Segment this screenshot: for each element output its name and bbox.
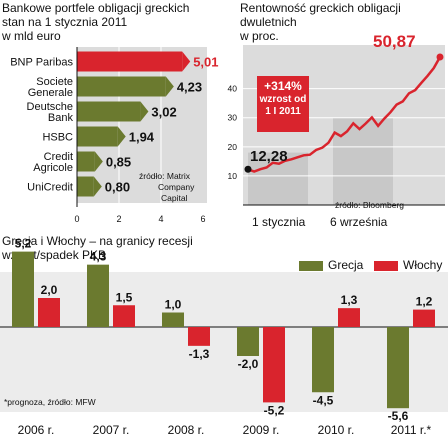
- legend-swatch-grecja: [299, 261, 323, 271]
- bank-category-label: Deutsche: [27, 101, 73, 113]
- bank-value-label: 0,80: [105, 180, 130, 195]
- legend-swatch-wlochy: [374, 261, 398, 271]
- bank-bar: [77, 101, 141, 122]
- gdp-bar-wlochy: [38, 298, 60, 327]
- gdp-bar-grecja: [87, 264, 109, 327]
- gdp-bar-wlochy: [263, 327, 285, 403]
- gdp-category-label: 2006 r.: [18, 423, 55, 437]
- bank-bar-arrow: [93, 176, 102, 197]
- gdp-category-label: 2008 r.: [168, 423, 205, 437]
- panel1-source-line2: Company: [158, 182, 195, 192]
- yield-y-tick-label: 10: [228, 171, 238, 181]
- gdp-value-label: -5,2: [264, 403, 285, 417]
- panel2-title-line3: w proc.: [240, 29, 279, 43]
- panel1-source-line3: Capital: [161, 193, 188, 203]
- panel1-title-line1: Bankowe portfele obligacji greckich: [2, 1, 190, 15]
- bank-bar: [77, 151, 95, 172]
- gdp-bar-wlochy: [113, 305, 135, 327]
- forecast-note: *prognoza, źródło: MFW: [4, 397, 96, 407]
- bank-value-label: 3,02: [151, 105, 176, 120]
- bank-bar-arrow: [117, 126, 126, 147]
- panel1-title-line3: w mld euro: [2, 29, 61, 43]
- gdp-bar-wlochy: [413, 309, 435, 327]
- gdp-value-label: 1,5: [116, 290, 133, 304]
- bank-value-label: 5,01: [193, 55, 218, 70]
- bank-category-label: HSBC: [42, 132, 73, 144]
- gdp-category-label: 2009 r.: [243, 423, 280, 437]
- bank-x-tick-label: 6: [200, 214, 205, 224]
- bank-category-label: UniCredit: [27, 182, 73, 194]
- bank-bar: [77, 76, 166, 97]
- bank-category-label: Generale: [28, 87, 73, 99]
- bank-category-label: Agricole: [33, 162, 73, 174]
- gdp-bar-wlochy: [188, 327, 210, 346]
- gdp-value-label: 4,3: [90, 250, 107, 264]
- x-label-start: 1 stycznia: [252, 215, 306, 229]
- panel2-title-line1: Rentowność greckich obligacji: [240, 1, 401, 15]
- bank-category-label: BNP Paribas: [10, 57, 73, 69]
- gdp-category-label: 2010 r.: [318, 423, 355, 437]
- gdp-category-label: 2011 r.*: [391, 423, 432, 437]
- bank-x-tick-label: 0: [74, 214, 79, 224]
- panel1-title-line2: stan na 1 stycznia 2011: [2, 15, 128, 29]
- gdp-bar-grecja: [12, 251, 34, 327]
- bank-value-label: 4,23: [177, 80, 202, 95]
- bank-x-tick-label: 2: [116, 214, 121, 224]
- bank-category-label: Societe: [36, 76, 73, 88]
- panel3-title-line1: Grecja i Włochy – na granicy recesji: [2, 234, 193, 248]
- gdp-value-label: 1,3: [341, 293, 358, 307]
- start-value-label: 12,28: [250, 148, 288, 165]
- gdp-value-label: -1,3: [189, 347, 210, 361]
- bank-category-label: Bank: [48, 112, 74, 124]
- bank-x-tick-label: 4: [158, 214, 163, 224]
- gdp-bar-grecja: [387, 327, 409, 409]
- yield-y-tick-label: 20: [228, 142, 238, 152]
- gdp-value-label: 1,2: [416, 295, 433, 309]
- end-value-label: 50,87: [373, 32, 416, 51]
- panel2-title-line2: dwuletnich: [240, 15, 297, 29]
- gdp-bar-wlochy: [338, 308, 360, 327]
- gdp-value-label: 1,0: [165, 298, 182, 312]
- annotation-line1: +314%: [264, 79, 302, 93]
- gdp-bar-grecja: [237, 327, 259, 356]
- bank-bar: [77, 126, 118, 147]
- bank-bar: [77, 51, 183, 72]
- gdp-value-label: -2,0: [238, 357, 259, 371]
- bank-plot-background: [77, 47, 207, 203]
- bank-bar-arrow: [182, 51, 191, 72]
- annotation-line2: wzrost od: [259, 94, 307, 105]
- bank-value-label: 0,85: [106, 155, 131, 170]
- growth-annotation-badge: +314% wzrost od 1 I 2011: [257, 76, 309, 132]
- annotation-line3: 1 I 2011: [265, 106, 301, 117]
- yield-decor-column: [248, 152, 308, 205]
- yield-end-point: [436, 53, 444, 61]
- gdp-category-label: 2007 r.: [93, 423, 130, 437]
- gdp-value-label: -5,6: [388, 409, 409, 423]
- gdp-bar-grecja: [312, 327, 334, 393]
- yield-decor-column: [333, 117, 393, 205]
- legend-label-grecja: Grecja: [328, 258, 364, 272]
- yield-start-point: [244, 165, 252, 173]
- x-label-end: 6 września: [330, 215, 388, 229]
- gdp-value-label: 5,2: [15, 237, 32, 251]
- panel2-source: źródło: Bloomberg: [335, 200, 404, 210]
- bank-category-label: Credit: [44, 151, 73, 163]
- yield-line: [247, 56, 442, 173]
- gdp-plot-background: [0, 272, 448, 412]
- panel1-source-line1: źródło: Matrix: [139, 171, 191, 181]
- bank-bar-arrow: [140, 101, 149, 122]
- bank-value-label: 1,94: [129, 130, 155, 145]
- bank-bar-arrow: [94, 151, 103, 172]
- yield-y-tick-label: 30: [228, 113, 238, 123]
- bank-bar-arrow: [165, 76, 174, 97]
- bank-bar: [77, 176, 94, 197]
- gdp-value-label: 2,0: [41, 283, 58, 297]
- yield-y-tick-label: 40: [228, 84, 238, 94]
- gdp-value-label: -4,5: [313, 393, 334, 407]
- legend-label-wlochy: Włochy: [403, 258, 443, 272]
- gdp-bar-grecja: [162, 312, 184, 327]
